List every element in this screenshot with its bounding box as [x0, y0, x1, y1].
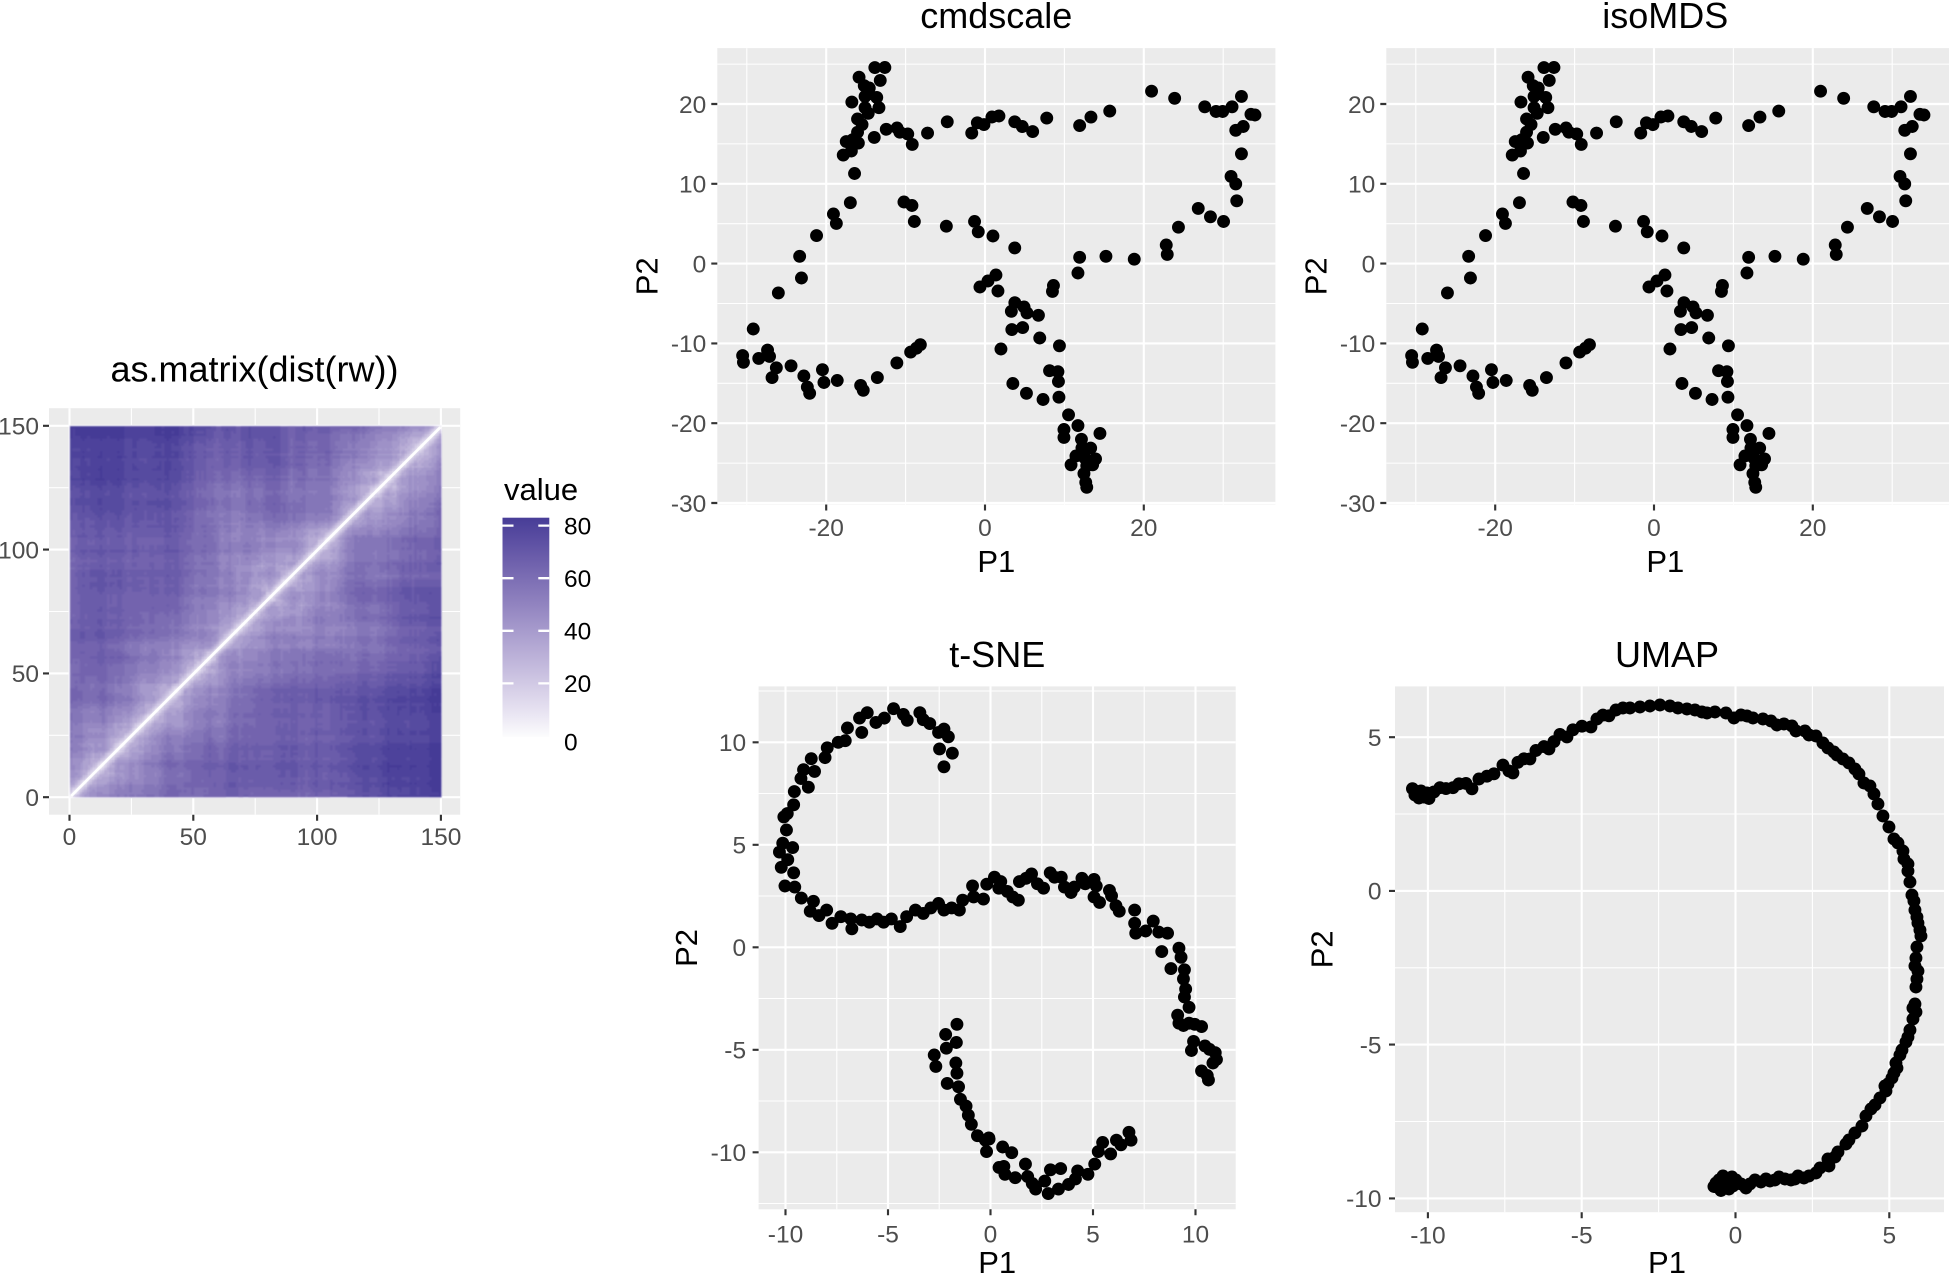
- svg-text:20: 20: [564, 671, 591, 698]
- svg-text:0: 0: [978, 515, 992, 542]
- svg-text:isoMDS: isoMDS: [1602, 0, 1728, 36]
- svg-text:-30: -30: [1340, 491, 1375, 518]
- svg-text:-10: -10: [711, 1140, 746, 1167]
- svg-text:value: value: [504, 472, 578, 507]
- svg-text:P2: P2: [1305, 930, 1340, 968]
- svg-text:100: 100: [297, 824, 338, 851]
- svg-text:50: 50: [12, 661, 39, 688]
- svg-text:5: 5: [1368, 725, 1382, 752]
- svg-text:20: 20: [1348, 92, 1375, 119]
- svg-text:-10: -10: [1410, 1223, 1445, 1250]
- svg-text:0: 0: [564, 729, 578, 756]
- svg-text:-5: -5: [724, 1038, 746, 1065]
- svg-text:50: 50: [180, 824, 207, 851]
- svg-text:P2: P2: [1298, 257, 1333, 295]
- svg-text:0: 0: [1729, 1223, 1743, 1250]
- svg-text:20: 20: [1799, 515, 1826, 542]
- svg-text:-10: -10: [671, 331, 706, 358]
- svg-text:-20: -20: [1477, 515, 1512, 542]
- svg-text:0: 0: [1362, 251, 1376, 278]
- svg-text:0: 0: [732, 935, 746, 962]
- svg-text:80: 80: [564, 513, 591, 540]
- svg-text:-5: -5: [1571, 1223, 1593, 1250]
- svg-text:P1: P1: [1646, 544, 1684, 579]
- svg-text:20: 20: [679, 92, 706, 119]
- svg-text:150: 150: [420, 824, 461, 851]
- svg-text:0: 0: [1647, 515, 1661, 542]
- svg-text:0: 0: [25, 785, 39, 812]
- svg-text:0: 0: [1368, 879, 1382, 906]
- svg-text:100: 100: [0, 537, 39, 564]
- svg-text:UMAP: UMAP: [1615, 634, 1719, 675]
- svg-text:0: 0: [984, 1221, 998, 1248]
- svg-text:-30: -30: [671, 491, 706, 518]
- svg-text:P1: P1: [978, 1245, 1016, 1276]
- svg-text:0: 0: [693, 251, 707, 278]
- svg-text:-5: -5: [1360, 1032, 1382, 1059]
- svg-text:10: 10: [719, 730, 746, 757]
- svg-text:-5: -5: [877, 1221, 899, 1248]
- svg-text:5: 5: [1882, 1223, 1896, 1250]
- svg-text:-10: -10: [768, 1221, 803, 1248]
- svg-text:20: 20: [1130, 515, 1157, 542]
- svg-text:as.matrix(dist(rw)): as.matrix(dist(rw)): [111, 349, 399, 390]
- svg-text:-20: -20: [671, 411, 706, 438]
- svg-text:P2: P2: [669, 929, 704, 967]
- svg-text:5: 5: [1086, 1221, 1100, 1248]
- svg-text:t-SNE: t-SNE: [949, 634, 1045, 675]
- svg-text:150: 150: [0, 414, 39, 441]
- svg-text:10: 10: [1182, 1221, 1209, 1248]
- svg-text:P1: P1: [1648, 1245, 1686, 1276]
- svg-text:P1: P1: [977, 544, 1015, 579]
- svg-text:5: 5: [732, 833, 746, 860]
- svg-text:60: 60: [564, 566, 591, 593]
- svg-text:10: 10: [679, 172, 706, 199]
- svg-text:0: 0: [63, 824, 77, 851]
- svg-text:P2: P2: [629, 257, 664, 295]
- svg-text:-20: -20: [808, 515, 843, 542]
- svg-text:cmdscale: cmdscale: [920, 0, 1072, 36]
- svg-text:-10: -10: [1346, 1186, 1381, 1213]
- svg-text:40: 40: [564, 619, 591, 646]
- svg-text:-20: -20: [1340, 411, 1375, 438]
- svg-text:10: 10: [1348, 172, 1375, 199]
- svg-text:-10: -10: [1340, 331, 1375, 358]
